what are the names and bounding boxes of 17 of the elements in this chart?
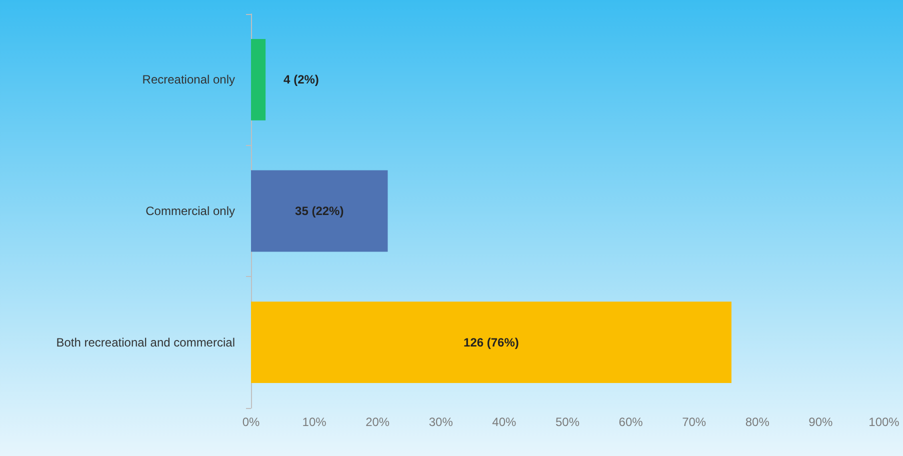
x-tick-label: 30% [428, 415, 454, 429]
data-label: 35 (22%) [295, 204, 344, 218]
x-tick-label: 10% [302, 415, 327, 429]
x-tick-label: 80% [745, 415, 770, 429]
x-tick-label: 0% [242, 415, 260, 429]
y-tick-label: Commercial only [146, 204, 235, 218]
data-label: 126 (76%) [464, 335, 519, 350]
x-tick-label: 70% [682, 415, 706, 429]
data-label: 4 (2%) [284, 72, 319, 87]
y-tick-label: Both recreational and commercial [56, 335, 235, 350]
y-tick-label: Recreational only [142, 72, 235, 87]
x-tick-label: 60% [618, 415, 644, 429]
x-tick-label: 20% [366, 415, 390, 429]
x-tick-label: 50% [555, 415, 580, 429]
x-tick-label: 100% [868, 415, 900, 429]
x-tick-label: 40% [492, 415, 517, 429]
x-tick-label: 90% [808, 415, 834, 429]
